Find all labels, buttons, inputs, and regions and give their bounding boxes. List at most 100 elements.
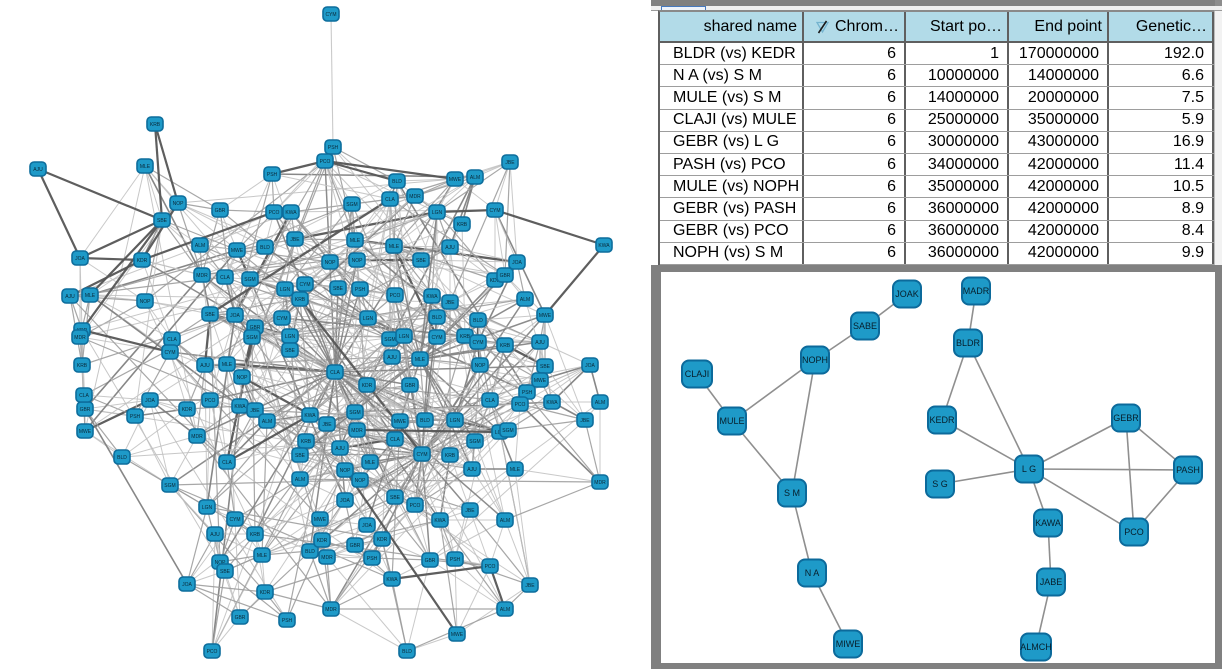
svg-text:CYM: CYM xyxy=(276,316,287,322)
svg-text:MWE: MWE xyxy=(394,419,407,425)
svg-text:PASH: PASH xyxy=(1176,465,1200,475)
svg-text:GBR: GBR xyxy=(215,208,226,214)
svg-text:SGM: SGM xyxy=(469,439,480,445)
svg-text:MLE: MLE xyxy=(140,164,151,170)
svg-text:PSH: PSH xyxy=(522,390,533,396)
svg-text:BLD: BLD xyxy=(402,649,412,655)
svg-text:SBE: SBE xyxy=(390,495,401,501)
svg-text:NOP: NOP xyxy=(140,299,152,305)
svg-text:BLD: BLD xyxy=(420,418,430,424)
svg-text:ALM: ALM xyxy=(500,607,510,613)
svg-text:MADR: MADR xyxy=(963,286,990,296)
svg-text:JBE: JBE xyxy=(290,237,300,243)
svg-text:NOP: NOP xyxy=(340,468,352,474)
svg-text:NOP: NOP xyxy=(355,478,367,484)
svg-text:MWE: MWE xyxy=(79,429,92,435)
svg-text:LGN: LGN xyxy=(450,418,461,424)
svg-text:ALM: ALM xyxy=(520,297,530,303)
svg-text:JBE: JBE xyxy=(465,508,475,514)
svg-text:MLE: MLE xyxy=(85,293,96,299)
svg-text:KRB: KRB xyxy=(301,439,312,445)
svg-text:KWA: KWA xyxy=(234,404,246,410)
svg-text:LGN: LGN xyxy=(202,505,213,511)
svg-text:NOP: NOP xyxy=(325,260,337,266)
svg-text:SBE: SBE xyxy=(205,312,216,318)
svg-text:BLD: BLD xyxy=(473,318,483,324)
svg-text:NOP: NOP xyxy=(352,258,364,264)
svg-text:ALM: ALM xyxy=(262,419,272,425)
svg-text:MDR: MDR xyxy=(191,434,203,440)
svg-text:KDR: KDR xyxy=(377,537,388,543)
svg-text:JOA: JOA xyxy=(585,363,595,369)
svg-text:KDR: KDR xyxy=(137,258,148,264)
svg-text:PCO: PCO xyxy=(269,210,280,216)
svg-text:MLE: MLE xyxy=(365,460,376,466)
svg-text:MDR: MDR xyxy=(196,273,208,279)
svg-text:CLA: CLA xyxy=(222,460,232,466)
svg-text:S M: S M xyxy=(784,488,800,498)
svg-text:SGM: SGM xyxy=(246,335,257,341)
svg-text:CLAJI: CLAJI xyxy=(685,369,710,379)
svg-text:PCO: PCO xyxy=(515,402,526,408)
svg-text:JOA: JOA xyxy=(75,256,85,262)
svg-text:GEBR: GEBR xyxy=(1113,413,1139,423)
svg-text:JOA: JOA xyxy=(182,582,192,588)
svg-text:SGM: SGM xyxy=(244,277,255,283)
svg-text:BLDR: BLDR xyxy=(956,338,981,348)
svg-text:MWE: MWE xyxy=(449,177,462,183)
svg-text:MLE: MLE xyxy=(415,357,426,363)
svg-text:JOA: JOA xyxy=(145,398,155,404)
svg-text:LGN: LGN xyxy=(363,316,374,322)
svg-text:PSH: PSH xyxy=(267,172,278,178)
svg-text:AJU: AJU xyxy=(65,294,75,300)
svg-text:JOA: JOA xyxy=(340,498,350,504)
svg-text:MDR: MDR xyxy=(321,555,333,561)
svg-text:CYM: CYM xyxy=(472,340,483,346)
svg-text:KAWA: KAWA xyxy=(1035,518,1061,528)
svg-text:SGM: SGM xyxy=(349,410,360,416)
svg-text:JBE: JBE xyxy=(322,422,332,428)
svg-text:NOP: NOP xyxy=(173,201,185,207)
svg-text:GBR: GBR xyxy=(500,273,511,279)
svg-text:GBR: GBR xyxy=(235,615,246,621)
svg-text:LGN: LGN xyxy=(280,287,291,293)
svg-text:BLD: BLD xyxy=(117,455,127,461)
svg-text:KDR: KDR xyxy=(260,590,271,596)
svg-text:CYM: CYM xyxy=(489,208,500,214)
svg-text:SBE: SBE xyxy=(540,364,551,370)
svg-text:JBE: JBE xyxy=(445,300,455,306)
svg-text:SBE: SBE xyxy=(220,569,231,575)
svg-text:JOAK: JOAK xyxy=(895,289,919,299)
svg-text:MIWE: MIWE xyxy=(836,639,861,649)
svg-text:PSH: PSH xyxy=(355,287,366,293)
svg-text:ALM: ALM xyxy=(470,175,480,181)
svg-text:JOA: JOA xyxy=(362,523,372,529)
svg-text:AJU: AJU xyxy=(200,363,210,369)
svg-text:CLA: CLA xyxy=(220,275,230,281)
svg-text:MLE: MLE xyxy=(222,362,233,368)
svg-text:GBR: GBR xyxy=(405,383,416,389)
svg-text:CLA: CLA xyxy=(330,370,340,376)
svg-text:SGM: SGM xyxy=(384,337,395,343)
svg-text:JOA: JOA xyxy=(512,260,522,266)
svg-text:CLA: CLA xyxy=(390,437,400,443)
svg-text:KWA: KWA xyxy=(598,243,610,249)
svg-text:ALM: ALM xyxy=(295,477,305,483)
svg-text:MWE: MWE xyxy=(314,517,327,523)
svg-text:PCO: PCO xyxy=(390,293,401,299)
svg-text:PCO: PCO xyxy=(205,398,216,404)
svg-text:GBR: GBR xyxy=(350,543,361,549)
svg-text:JBE: JBE xyxy=(580,418,590,424)
svg-text:MLE: MLE xyxy=(257,553,268,559)
svg-text:BLD: BLD xyxy=(392,179,402,185)
svg-text:S G: S G xyxy=(932,479,948,489)
svg-text:GBR: GBR xyxy=(80,407,91,413)
svg-text:CYM: CYM xyxy=(431,335,442,341)
svg-text:AJU: AJU xyxy=(445,245,455,251)
svg-text:SBE: SBE xyxy=(285,348,296,354)
svg-text:KWA: KWA xyxy=(426,294,438,300)
svg-text:PCO: PCO xyxy=(207,649,218,655)
svg-text:JOA: JOA xyxy=(230,313,240,319)
svg-text:JBE: JBE xyxy=(250,408,260,414)
svg-text:KRB: KRB xyxy=(457,222,468,228)
